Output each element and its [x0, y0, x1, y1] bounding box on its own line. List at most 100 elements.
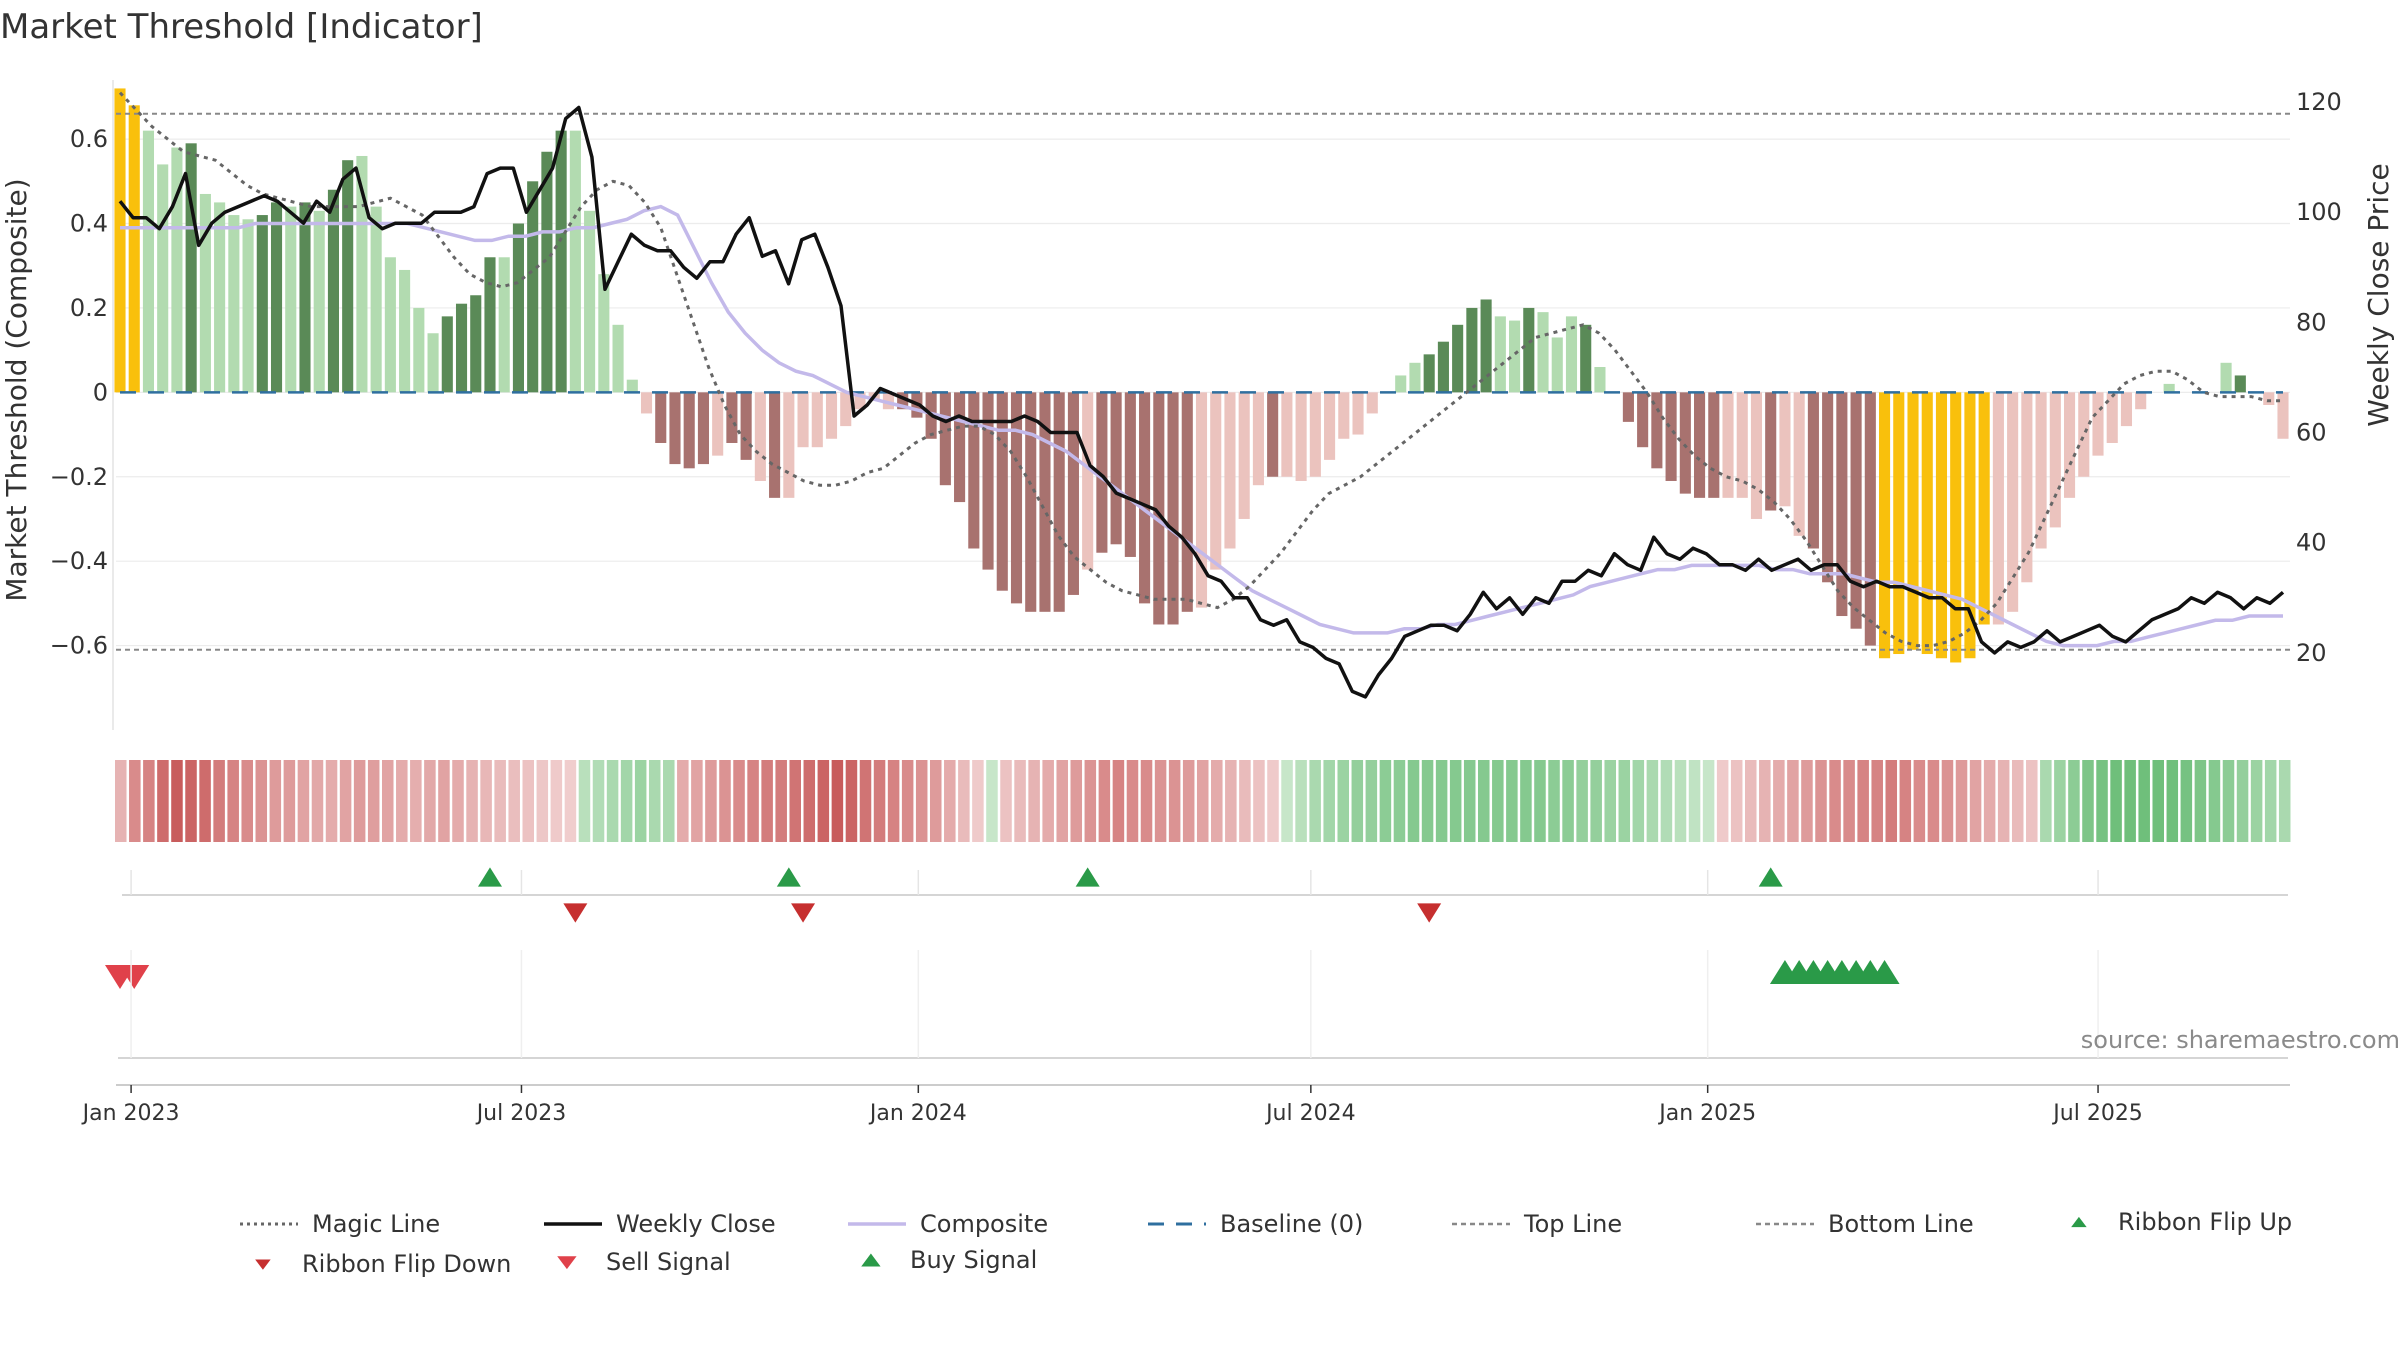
- composite-bar: [1395, 375, 1407, 393]
- ribbon-cell: [381, 760, 394, 842]
- composite-bar: [1935, 392, 1948, 659]
- triangle-up-icon: [2071, 1216, 2087, 1228]
- ribbon-flip-down-marker: [1417, 903, 1442, 923]
- ribbon-cell: [1660, 760, 1673, 842]
- ribbon-cell: [564, 760, 577, 842]
- ribbon-cell: [1126, 760, 1139, 842]
- ribbon-cell: [1028, 760, 1040, 842]
- composite-bar: [2163, 383, 2175, 393]
- ribbon-cell: [1225, 760, 1237, 842]
- y-left-tick-label: −0.6: [50, 632, 108, 660]
- composite-bar: [1594, 367, 1606, 393]
- legend-label: Weekly Close: [616, 1210, 776, 1238]
- composite-bar: [1010, 392, 1023, 604]
- composite-bar: [1537, 312, 1549, 393]
- ribbon-cell: [1070, 760, 1083, 842]
- composite-bar: [313, 210, 325, 393]
- ribbon-cell: [1140, 760, 1153, 842]
- ribbon-cell: [2208, 760, 2221, 842]
- ribbon-cell: [2250, 760, 2263, 842]
- ribbon-cell: [1730, 760, 1743, 842]
- solid-line-icon: [544, 1222, 602, 1226]
- composite-bar: [498, 257, 510, 393]
- composite-bar: [1665, 392, 1677, 481]
- composite-bar: [441, 316, 453, 393]
- ribbon-cell: [1478, 760, 1490, 842]
- composite-bar: [2092, 392, 2104, 456]
- x-tick-label: Jul 2023: [475, 1101, 567, 1126]
- composite-bar: [1139, 392, 1151, 604]
- x-tick-label: Jan 2023: [81, 1101, 180, 1126]
- ribbon-cell: [2194, 760, 2207, 842]
- legend-item-baseline: Baseline (0): [1146, 1210, 1363, 1238]
- ribbon-cell: [311, 760, 324, 842]
- ribbon-cell: [494, 760, 506, 842]
- ribbon-cell: [1351, 760, 1364, 842]
- legend-label: Sell Signal: [606, 1248, 731, 1276]
- composite-bar: [1879, 392, 1891, 659]
- ribbon-cell: [775, 760, 787, 842]
- ribbon-cell: [269, 760, 282, 842]
- composite-bar: [1224, 392, 1236, 549]
- ribbon-cell: [2124, 760, 2136, 842]
- ribbon-cell: [2026, 760, 2038, 842]
- composite-bar: [1736, 392, 1748, 498]
- composite-bar: [2277, 392, 2289, 439]
- composite-bar: [1637, 392, 1649, 448]
- ribbon-cell: [1885, 760, 1898, 842]
- triangle-down-icon: [557, 1256, 577, 1270]
- ribbon-cell: [2040, 760, 2052, 842]
- composite-line: [120, 204, 2283, 648]
- chart-title: Market Threshold [Indicator]: [0, 7, 483, 47]
- ribbon-cell: [2264, 760, 2277, 842]
- ribbon-cell: [1449, 760, 1462, 842]
- composite-bar: [1765, 392, 1777, 511]
- composite-bar: [413, 307, 425, 393]
- composite-bar: [1864, 392, 1876, 646]
- legend-item-sell-signal: Sell Signal: [554, 1248, 731, 1276]
- ribbon-cell: [297, 760, 310, 842]
- ribbon-cell: [241, 760, 253, 842]
- composite-bar: [1836, 392, 1848, 617]
- composite-bar: [1324, 392, 1336, 460]
- dotted-line-icon: [240, 1222, 298, 1226]
- ribbon-cell: [831, 760, 844, 842]
- composite-bar: [1082, 392, 1094, 570]
- ribbon-cell: [1969, 760, 1982, 842]
- composite-bar: [1124, 392, 1136, 557]
- ribbon-cell: [2180, 760, 2193, 842]
- composite-bar: [1039, 392, 1051, 612]
- composite-bar: [1238, 392, 1250, 519]
- ribbon-flip-up-marker: [1758, 867, 1783, 887]
- ribbon-cell: [1056, 760, 1068, 842]
- composite-bar: [285, 206, 297, 393]
- ribbon-cell: [199, 760, 211, 842]
- ribbon-cell: [1000, 760, 1012, 842]
- composite-bar: [1167, 392, 1179, 625]
- composite-bar: [214, 202, 226, 393]
- ribbon-flip-down-marker: [791, 903, 816, 923]
- ribbon-cell: [592, 760, 605, 842]
- ribbon-cell: [1604, 760, 1616, 842]
- legend-label: Composite: [920, 1210, 1049, 1238]
- composite-bar: [2106, 392, 2118, 443]
- composite-bar: [1893, 392, 1905, 655]
- ribbon-cell: [2068, 760, 2080, 842]
- ribbon-cell: [1801, 760, 1813, 842]
- composite-bar: [1921, 392, 1933, 655]
- ribbon-cell: [1196, 760, 1209, 842]
- ribbon-cell: [1168, 760, 1181, 842]
- ribbon-cell: [915, 760, 928, 842]
- ribbon-cell: [972, 760, 984, 842]
- ribbon-cell: [1618, 760, 1631, 842]
- composite-bar: [968, 392, 980, 549]
- ribbon-cell: [213, 760, 225, 842]
- ribbon-cell: [1154, 760, 1167, 842]
- signal-markers: [105, 867, 2288, 1059]
- composite-bar: [626, 379, 638, 393]
- magic-line: [118, 91, 2283, 648]
- composite-bar: [840, 392, 852, 427]
- ribbon-cell: [1393, 760, 1406, 842]
- composite-bar: [1352, 392, 1364, 435]
- ribbon-cell: [522, 760, 535, 842]
